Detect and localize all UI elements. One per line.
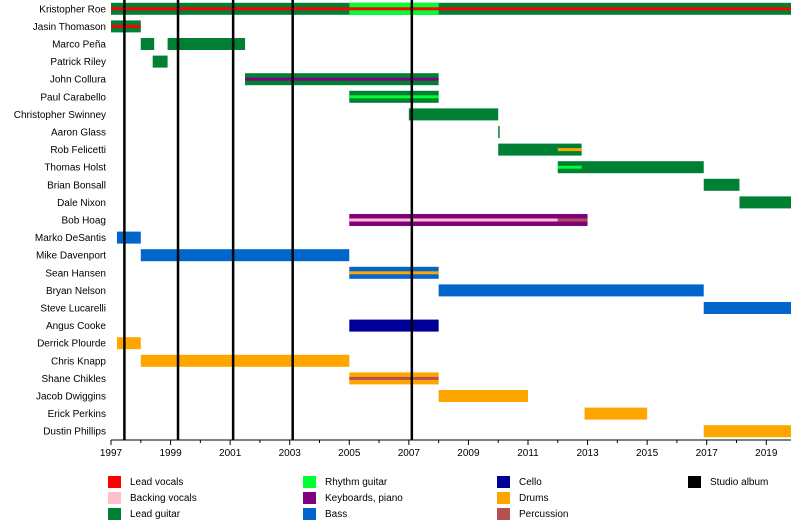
member-label: Bryan Nelson [46, 286, 106, 297]
member-label: Angus Cooke [46, 321, 106, 332]
bar-lead-guitar [498, 126, 500, 138]
bar-lead-guitar [167, 38, 246, 50]
legend-swatch [303, 492, 316, 504]
legend-swatch [303, 508, 316, 520]
legend-swatch [108, 492, 121, 504]
legend-swatch [108, 476, 121, 488]
legend: Lead vocals Backing vocals Lead guitar Rhyt… [0, 474, 800, 522]
x-tick-label: 1999 [159, 448, 182, 459]
bar-lead-guitar [140, 38, 155, 50]
bar-lead-guitar [739, 196, 791, 209]
member-label: Steve Lucarelli [40, 304, 106, 315]
x-tick-label: 2019 [755, 448, 778, 459]
bar-percussion [557, 218, 588, 222]
legend-label: Studio album [710, 476, 769, 488]
member-label: Christopher Swinney [14, 110, 106, 121]
legend-swatch [497, 508, 510, 520]
x-tick-label: 2009 [457, 448, 480, 459]
member-label: Dale Nixon [57, 198, 106, 209]
bar-lead-guitar [557, 161, 704, 174]
legend-item-lead-vocals: Lead vocals [108, 474, 183, 490]
bar-backing-vocals [349, 218, 558, 222]
bar-bass [140, 249, 350, 262]
legend-item-rhythm-guitar: Rhythm guitar [303, 474, 387, 490]
member-label: Brian Bonsall [47, 180, 106, 191]
member-label: Aaron Glass [51, 128, 106, 139]
bar-bass [703, 302, 791, 314]
bar-keyboards [245, 77, 439, 81]
legend-swatch [688, 476, 701, 488]
member-label: Paul Carabello [40, 92, 106, 103]
member-label: Marco Peña [52, 40, 106, 51]
bar-lead-guitar [498, 143, 582, 156]
legend-label: Percussion [519, 508, 569, 520]
legend-item-studio-album: Studio album [688, 474, 768, 490]
x-tick-label: 2005 [338, 448, 361, 459]
bar-lead-guitar [408, 108, 499, 121]
member-label: Jasin Thomason [33, 22, 106, 33]
member-label: Mike Davenport [36, 251, 106, 262]
legend-swatch [108, 508, 121, 520]
bar-bass [438, 284, 704, 297]
bar-drums [116, 337, 141, 350]
member-label: Patrick Riley [50, 57, 106, 68]
legend-item-cello: Cello [497, 474, 542, 490]
x-tick-label: 2017 [696, 448, 719, 459]
x-tick-label: 1997 [100, 448, 123, 459]
member-label: Dustin Phillips [43, 427, 106, 438]
bar-drums [584, 407, 648, 420]
legend-label: Lead guitar [130, 508, 181, 520]
bar-lead-vocals [111, 24, 141, 28]
member-label: Derrick Plourde [37, 339, 106, 350]
legend-label: Cello [519, 476, 542, 488]
x-tick-label: 2001 [219, 448, 242, 459]
member-label: Kristopher Roe [39, 4, 106, 15]
legend-item-lead-guitar: Lead guitar [108, 506, 180, 522]
member-label: Sean Hansen [45, 268, 106, 279]
bar-drums [703, 425, 791, 438]
bar-rhythm-guitar [349, 95, 439, 99]
bar-drums [349, 271, 439, 275]
bar-drums [438, 390, 528, 402]
bar-rhythm-guitar [557, 165, 582, 169]
member-label: Chris Knapp [51, 356, 106, 367]
legend-label: Bass [325, 508, 348, 520]
member-label: Rob Felicetti [50, 145, 106, 156]
legend-item-percussion: Percussion [497, 506, 568, 522]
bar-drums [140, 354, 350, 367]
legend-item-keyboards: Keyboards, piano [303, 490, 403, 506]
bar-bass [116, 231, 141, 244]
x-tick-label: 2011 [517, 448, 539, 459]
member-label: Erick Perkins [48, 409, 106, 420]
legend-label: Keyboards, piano [325, 492, 403, 504]
legend-swatch [497, 476, 510, 488]
member-label: Thomas Holst [44, 163, 106, 174]
member-label: Shane Chikles [42, 374, 106, 385]
legend-label: Drums [519, 492, 549, 504]
bar-lead-guitar [703, 178, 740, 191]
legend-label: Rhythm guitar [325, 476, 388, 488]
legend-item-drums: Drums [497, 490, 548, 506]
bar-lead-vocals [111, 7, 791, 11]
member-label: Marko DeSantis [35, 233, 106, 244]
legend-item-backing-vocals: Backing vocals [108, 490, 197, 506]
legend-swatch [497, 492, 510, 504]
timeline-chart: Kristopher Roe Jasin Thomason Marco Peña Pa… [14, 0, 791, 459]
x-tick-label: 2003 [279, 448, 302, 459]
legend-label: Backing vocals [130, 492, 197, 504]
x-tick-label: 2013 [576, 448, 599, 459]
x-tick-label: 2015 [636, 448, 659, 459]
member-label: Jacob Dwiggins [36, 392, 106, 403]
bar-drums [557, 148, 582, 152]
legend-swatch [303, 476, 316, 488]
member-label: John Collura [50, 75, 107, 86]
legend-item-bass: Bass [303, 506, 347, 522]
bar-cello [349, 319, 439, 332]
bar-percussion [349, 376, 439, 380]
legend-label: Lead vocals [130, 476, 184, 488]
x-tick-label: 2007 [398, 448, 421, 459]
bar-lead-guitar [152, 55, 168, 68]
member-label: Bob Hoag [62, 216, 106, 227]
